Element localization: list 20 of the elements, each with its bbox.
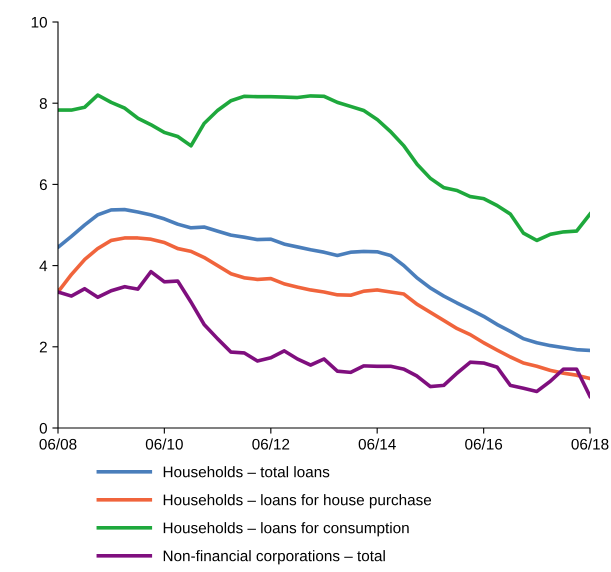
y-tick-label: 0 [40, 422, 47, 434]
x-tick-label: 06/14 [358, 438, 396, 450]
legend-label: Non-financial corporations – total [164, 550, 385, 564]
line-series [58, 236, 590, 380]
y-tick-label: 8 [40, 98, 47, 109]
y-tick-label: 6 [40, 179, 47, 190]
line-series [58, 270, 590, 398]
legend-label: Households – loans for consumption [164, 522, 409, 536]
y-tick-label: 10 [32, 16, 47, 28]
line-series [58, 208, 590, 352]
y-tick-label: 2 [40, 342, 47, 352]
x-tick-label: 06/18 [571, 438, 608, 450]
x-tick-label: 06/10 [146, 438, 183, 450]
x-tick-label: 06/08 [39, 438, 76, 450]
legend-label: Households – loans for house purchase [164, 494, 432, 508]
x-tick-label: 06/12 [252, 438, 290, 450]
line-series [58, 93, 590, 242]
x-tick-label: 06/16 [465, 438, 502, 450]
legend-label: Households – total loans [164, 466, 330, 478]
y-tick-label: 4 [39, 260, 48, 272]
